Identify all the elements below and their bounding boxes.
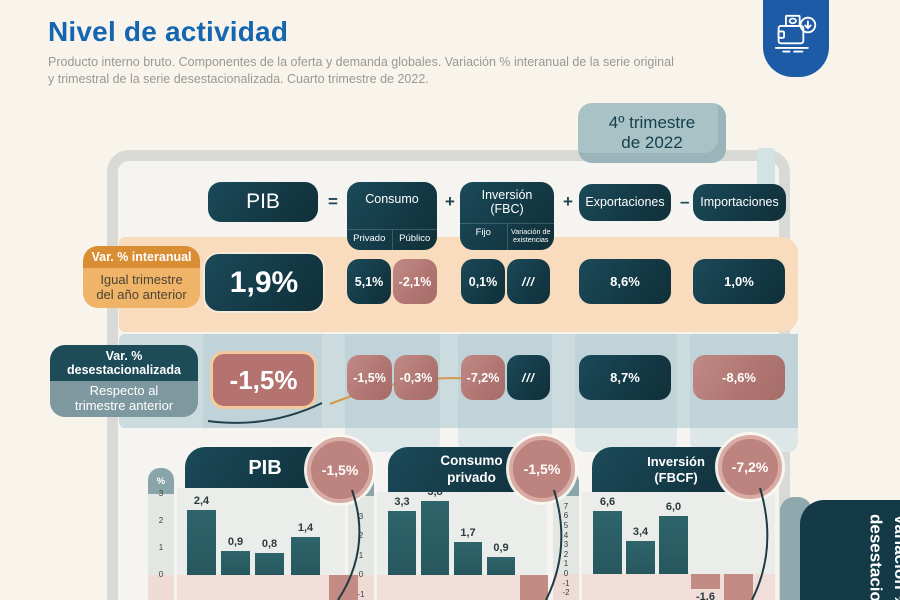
eq-inversion-box: Inversión (FBC) Fijo Variación de existe… [460, 182, 554, 250]
chart-badge: -1,5% [509, 436, 575, 502]
page-title: Nivel de actividad [48, 16, 289, 47]
y-tick: 3 [358, 511, 364, 521]
consumo-privado-interanual: 5,1% [347, 259, 391, 304]
y-tick: 5 [563, 521, 569, 530]
y-tick: 2 [358, 531, 364, 540]
bar-value-label: 3,4 [632, 526, 649, 539]
bar-negative [520, 575, 548, 600]
y-tick: -2 [562, 588, 570, 598]
y-tick: 0 [563, 569, 569, 578]
y-tick: 2 [158, 516, 164, 525]
eq-minus: – [680, 192, 690, 211]
exportaciones-interanual: 8,6% [579, 259, 671, 304]
bar-value-label: 2,4 [193, 495, 210, 508]
eq-consumo-privado: Privado [353, 233, 386, 245]
bar-value-label: 6,6 [599, 495, 616, 508]
pib-interanual-value: 1,9% [203, 252, 325, 313]
bar-value-label: 0,8 [261, 538, 278, 551]
eq-equals: = [328, 192, 338, 211]
bar-negative [724, 574, 753, 600]
y-axis-unit: % [148, 468, 174, 494]
y-tick: 1 [563, 559, 569, 569]
bar [255, 553, 284, 575]
bar-value-label: 1,4 [297, 522, 314, 535]
pib-desest-value: -1,5% [210, 351, 317, 409]
y-tick: 2 [563, 549, 569, 559]
eq-inversion-fijo: Fijo [475, 227, 491, 239]
eq-plus-1: + [445, 192, 455, 211]
bar-value-label: 3,3 [394, 495, 410, 508]
consumo-publico-desest: -0,3% [394, 355, 438, 400]
interanual-label: Var. % interanual Igual trimestre del añ… [83, 246, 200, 308]
eq-pib-box: PIB [208, 182, 318, 222]
bar [187, 510, 216, 575]
inversion-fijo-desest: -7,2% [461, 355, 505, 400]
chart-badge: -1,5% [307, 437, 373, 503]
chart-badge: -7,2% [718, 435, 782, 499]
y-tick: 7 [563, 501, 569, 511]
bar [487, 557, 515, 575]
y-tick: 0 [358, 570, 364, 579]
bar [626, 541, 655, 574]
importaciones-interanual: 1,0% [693, 259, 785, 304]
bar [454, 541, 482, 575]
importaciones-desest: -8,6% [693, 355, 785, 400]
exportaciones-desest: 8,7% [579, 355, 671, 400]
y-axis-negative [148, 575, 174, 600]
consumo-publico-interanual: -2,1% [393, 259, 437, 304]
bar-value-label: -1,6 [696, 591, 715, 600]
y-tick: 3 [158, 489, 164, 498]
eq-importaciones-box: Importaciones [693, 184, 786, 221]
bar [659, 516, 688, 574]
bar [421, 500, 449, 575]
bar-value-label: 6,0 [665, 501, 682, 514]
side-banner: Variación % desestacionalizada [800, 500, 900, 600]
y-tick: 1 [358, 550, 364, 560]
y-tick: -1 [562, 578, 570, 588]
wallet-download-icon [774, 11, 818, 66]
logo-ribbon [763, 0, 829, 77]
bar-negative [691, 574, 720, 590]
y-tick: -1 [357, 589, 365, 599]
bar-value-label: 0,9 [227, 535, 244, 548]
desestacionalizada-label: Var. % desestacionalizada Respecto al tr… [50, 345, 198, 417]
eq-inversion-existencias: Variación de existencias [506, 224, 555, 250]
eq-exportaciones-box: Exportaciones [579, 184, 671, 221]
bar-value-label: 0,9 [493, 542, 509, 555]
bar-value-label: 1,7 [460, 526, 476, 539]
y-tick: 6 [563, 511, 569, 521]
y-tick: 1 [158, 543, 164, 552]
bar [221, 550, 250, 575]
subtitle-line2: y trimestral de la serie desestacionaliz… [48, 72, 429, 86]
eq-plus-2: + [563, 192, 573, 211]
bar [291, 537, 320, 575]
y-tick: 0 [158, 570, 164, 579]
inversion-fijo-interanual: 0,1% [461, 259, 505, 304]
eq-consumo-publico: Público [391, 230, 438, 250]
period-badge: 4º trimestre de 2022 [578, 103, 726, 163]
y-tick: 4 [563, 530, 569, 540]
y-tick: 3 [563, 540, 569, 550]
consumo-privado-desest: -1,5% [347, 355, 392, 400]
bar [593, 510, 622, 574]
inversion-existencias-interanual: /// [507, 259, 550, 304]
y-tick: 4 [358, 492, 364, 501]
subtitle-line1: Producto interno bruto. Componentes de l… [48, 55, 674, 69]
chart-negative-area [377, 575, 547, 600]
bar [388, 510, 416, 575]
chart-negative-area [177, 575, 345, 600]
inversion-existencias-desest: /// [507, 355, 550, 400]
eq-consumo-box: Consumo Privado Público [347, 182, 437, 250]
